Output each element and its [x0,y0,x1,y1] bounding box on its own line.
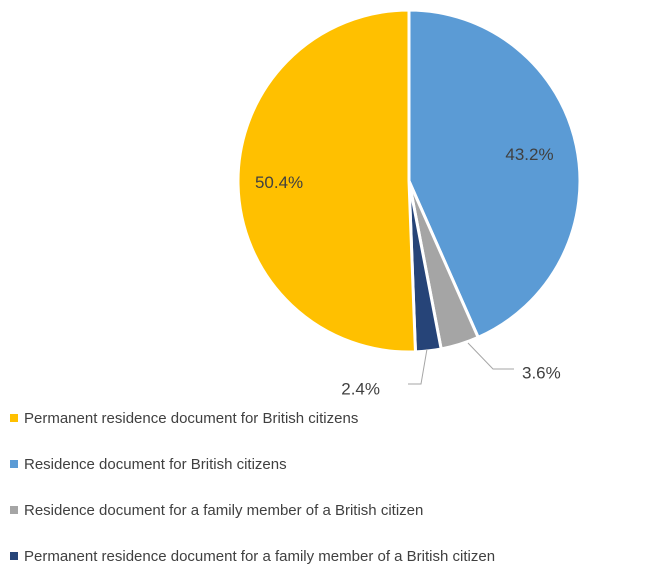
pie-slices [236,8,582,354]
legend-swatch-icon [10,414,18,422]
leader-lines [408,342,514,385]
legend-swatch-icon [10,552,18,560]
leader-line-permanent-residence-document-for-a-family-member-of-a-british-citizen [408,348,428,385]
pie-chart: 43.2% 3.6% 2.4% 50.4% [236,8,582,398]
legend-swatch-icon [10,506,18,514]
pie-slice-permanent-residence-document-for-british-citizens [236,8,417,354]
legend-label: Permanent residence document for a famil… [24,547,496,565]
legend-label: Residence document for a family member o… [24,501,424,519]
legend-item-permanent-residence-british: Permanent residence document for British… [10,406,358,430]
data-label-residence-document-for-a-family-member-of-a-british-citizen: 3.6% [522,363,561,382]
legend-item-residence-family-member: Residence document for a family member o… [10,498,423,522]
legend-item-permanent-residence-family-member: Permanent residence document for a famil… [10,544,495,568]
pie-slice-residence-document-for-british-citizens [407,8,582,339]
data-labels: 43.2% 3.6% 2.4% 50.4% [255,145,561,398]
legend-item-residence-british: Residence document for British citizens [10,452,287,476]
data-label-residence-document-for-british-citizens: 43.2% [505,145,553,164]
leader-line-residence-document-for-a-family-member-of-a-british-citizen [467,342,514,370]
legend-swatch-icon [10,460,18,468]
legend-label: Permanent residence document for British… [24,409,359,427]
data-label-permanent-residence-document-for-british-citizens: 50.4% [255,173,303,192]
data-label-permanent-residence-document-for-a-family-member-of-a-british-citizen: 2.4% [341,379,380,398]
legend-label: Residence document for British citizens [24,455,287,473]
